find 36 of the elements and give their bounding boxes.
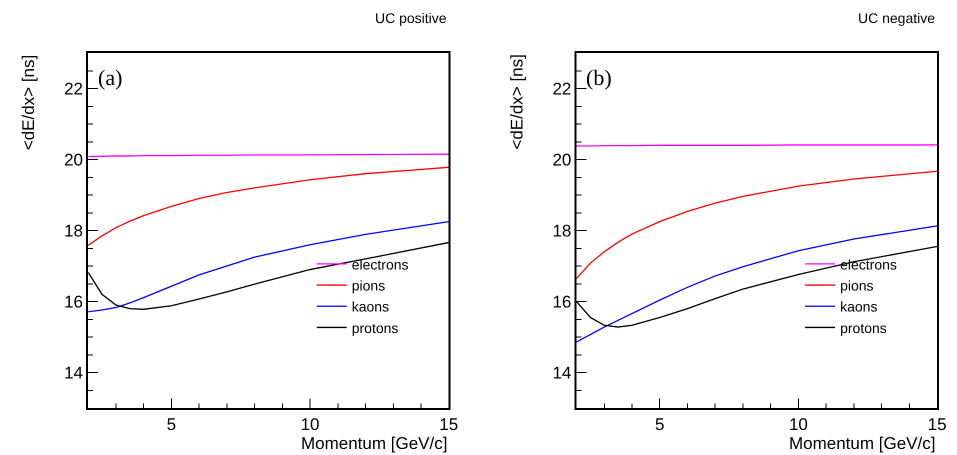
chart-title: UC positive — [375, 10, 447, 26]
legend-label: kaons — [352, 298, 390, 315]
y-tick-label: 22 — [64, 79, 84, 98]
chart-title: UC negative — [858, 10, 936, 26]
y-axis-title: <dE/dx> [ns] — [508, 54, 527, 150]
x-tick-label: 15 — [928, 415, 947, 434]
y-tick-label: 18 — [552, 221, 572, 240]
y-tick-label: 22 — [552, 79, 572, 98]
y-tick-label: 14 — [552, 363, 572, 382]
y-tick-label: 20 — [64, 150, 84, 170]
x-axis-title: Momentum [GeV/c] — [789, 434, 936, 453]
legend-label: protons — [840, 320, 887, 336]
annotation: (b) — [586, 65, 612, 90]
y-tick-label: 16 — [552, 292, 572, 312]
y-tick-label: 16 — [64, 292, 84, 312]
legend-label: pions — [840, 278, 874, 294]
legend-label: pions — [352, 278, 386, 294]
y-axis-title: <dE/dx> [ns] — [19, 54, 38, 150]
x-axis-title: Momentum [GeV/c] — [301, 434, 448, 453]
y-tick-label: 20 — [552, 150, 572, 170]
line-series — [576, 170, 938, 280]
y-tick-label: 18 — [64, 221, 84, 240]
legend-label: electrons — [352, 256, 409, 272]
legend-label: kaons — [840, 298, 878, 315]
x-tick-label: 15 — [439, 415, 458, 434]
line-series — [88, 220, 449, 312]
line-series — [88, 166, 449, 246]
legend-label: electrons — [840, 256, 897, 272]
x-tick-label: 10 — [788, 415, 808, 434]
x-tick-label: 5 — [655, 415, 664, 434]
line-series — [576, 225, 938, 343]
y-tick-label: 14 — [64, 363, 84, 382]
x-tick-label: 5 — [166, 415, 176, 434]
x-tick-label: 10 — [300, 415, 320, 434]
annotation: (a) — [98, 65, 122, 90]
legend-label: protons — [352, 320, 398, 336]
